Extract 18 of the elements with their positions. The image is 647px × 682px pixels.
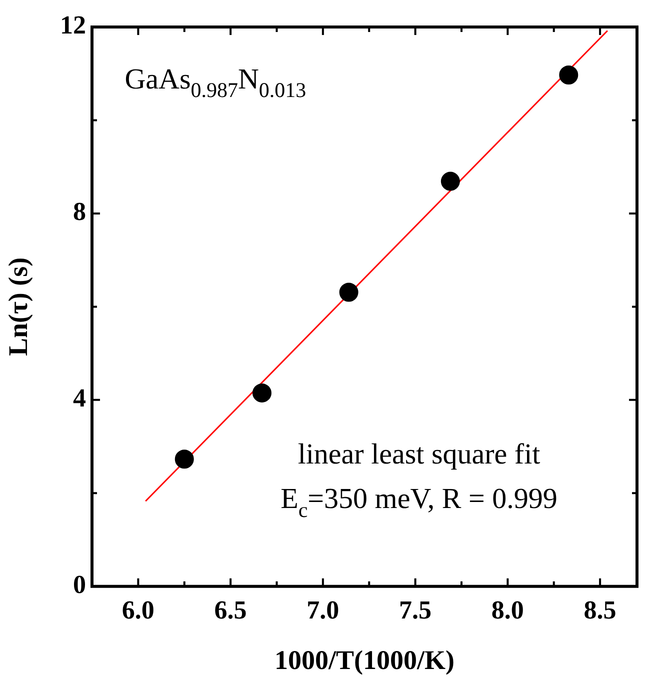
x-tick-label: 8.5 (584, 596, 616, 625)
x-tick-label: 6.5 (214, 596, 247, 625)
y-tick-label: 0 (73, 570, 86, 600)
x-axis-title: 1000/T(1000/K) (274, 644, 454, 675)
y-tick-label: 8 (73, 197, 86, 226)
x-tick-label: 7.5 (399, 596, 432, 625)
x-tick-label: 8.0 (491, 596, 524, 625)
point (559, 66, 578, 85)
annotation: linear least square fit (298, 438, 540, 470)
x-tick-label: 6.0 (122, 596, 154, 625)
point (174, 450, 194, 469)
point (252, 383, 272, 402)
y-tick-label: 12 (60, 10, 86, 40)
x-tick-label: 7.0 (306, 596, 340, 625)
point (440, 172, 460, 191)
y-axis-title: Ln(τ) (s) (3, 257, 34, 356)
y-tick-label: 4 (73, 384, 86, 413)
point (339, 282, 358, 302)
